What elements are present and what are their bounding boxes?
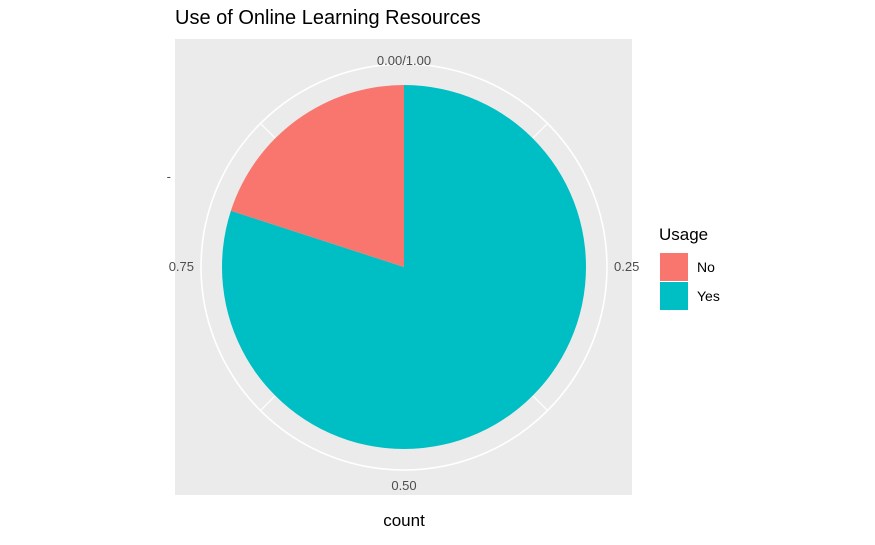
chart-title: Use of Online Learning Resources xyxy=(175,7,481,29)
angle-tick-label: 0.00/1.00 xyxy=(377,53,431,68)
x-axis-label: count xyxy=(383,511,425,530)
legend-title: Usage xyxy=(659,225,708,244)
legend-items: No Yes xyxy=(660,253,720,310)
angle-tick-label: 0.75 xyxy=(169,259,194,274)
angle-tick-label: 0.50 xyxy=(391,478,416,493)
pie-slice-no xyxy=(230,85,404,267)
legend: Usage No Yes xyxy=(659,225,720,310)
angle-tick-label: 0.25 xyxy=(614,259,639,274)
y-tick-label: - xyxy=(167,169,171,184)
legend-key-yes xyxy=(660,282,688,310)
legend-key-no xyxy=(660,253,688,281)
legend-label-no: No xyxy=(697,259,715,275)
grid-circle xyxy=(200,63,608,471)
pie-slices xyxy=(222,85,587,449)
angle-tick-labels: 0.00/1.00 0.25 0.50 0.75 xyxy=(169,53,640,493)
legend-label-yes: Yes xyxy=(697,288,720,304)
